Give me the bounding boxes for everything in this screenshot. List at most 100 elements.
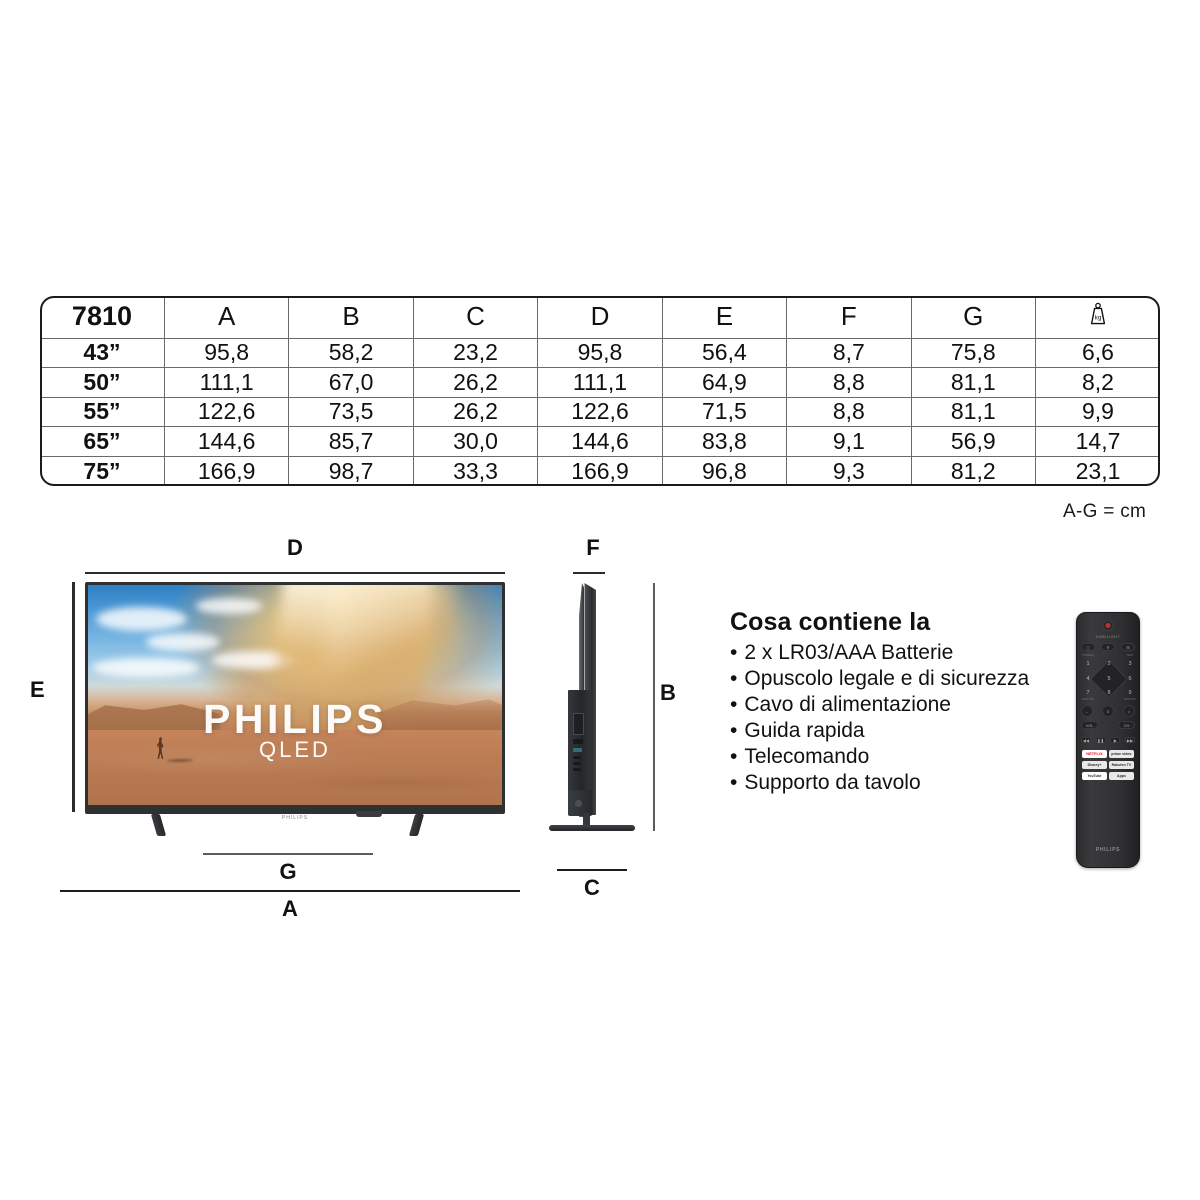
pause-icon[interactable]: ❚❚ <box>1095 737 1106 743</box>
tv-side-view: F B C <box>535 535 700 910</box>
cell-e: 71,5 <box>661 396 788 428</box>
cell-d: 144,6 <box>537 426 663 457</box>
cell-c: 33,3 <box>412 455 539 486</box>
ambilight-label[interactable]: AMBILIGHT <box>1095 635 1121 639</box>
table-col-b: B <box>288 296 414 339</box>
ci-slot-port <box>573 713 584 735</box>
cell-b: 58,2 <box>288 337 414 369</box>
dimension-label-e: E <box>30 677 45 702</box>
table-row: 75” 166,9 98,7 33,3 166,9 96,8 9,3 81,2 … <box>40 455 1160 486</box>
antenna-port <box>573 762 581 765</box>
rewind-icon[interactable]: ◀◀ <box>1081 737 1091 743</box>
cell-c: 26,2 <box>412 396 539 428</box>
cloud-shape <box>96 607 188 632</box>
table-col-e: E <box>661 296 788 339</box>
dimension-line-e <box>72 582 75 812</box>
table-row: 65” 144,6 85,7 30,0 144,6 83,8 9,1 56,9 … <box>40 426 1160 457</box>
remote-transport-row: ◀◀ ❚❚ ▶ ▶▶ <box>1081 737 1135 743</box>
row-size: 55” <box>40 396 165 428</box>
cell-weight: 6,6 <box>1035 337 1160 369</box>
cell-b: 73,5 <box>288 396 414 428</box>
fast-forward-icon[interactable]: ▶▶ <box>1124 737 1135 743</box>
tv-front-body: PHILIPS QLED PHILIPS <box>85 582 505 821</box>
rakuten-tv-button[interactable]: Rakuten TV <box>1109 761 1134 769</box>
cell-d: 166,9 <box>537 455 663 486</box>
power-button[interactable] <box>1102 620 1114 631</box>
cell-a: 95,8 <box>163 337 290 369</box>
weight-kg-icon: kg <box>1088 302 1108 333</box>
dimension-label-b: B <box>660 680 676 705</box>
dimension-line-f <box>573 572 605 574</box>
key-2[interactable]: 2 <box>1107 661 1111 667</box>
play-icon[interactable]: ▶ <box>1110 737 1121 743</box>
row-size: 65” <box>40 426 165 457</box>
source-icon[interactable]: ▢ <box>1081 643 1095 651</box>
youtube-button[interactable]: YouTube <box>1082 772 1107 780</box>
screen-brand-qled: QLED <box>259 736 331 762</box>
disney-plus-button[interactable]: Disney+ <box>1082 761 1107 769</box>
spec-table: 7810 A B C D E F G kg <box>40 296 1160 486</box>
cell-c: 23,2 <box>412 337 539 369</box>
unit-note: A-G = cm <box>1063 501 1147 522</box>
remote-app-row-1: NETFLIX prime video <box>1082 750 1134 758</box>
guide-icon[interactable]: ☰ <box>1121 643 1135 651</box>
key-9-sublabel: OPTIONS <box>1124 698 1136 701</box>
table-header-row: 7810 A B C D E F G kg <box>40 296 1160 339</box>
prime-video-button[interactable]: prime video <box>1109 750 1134 758</box>
cell-g: 75,8 <box>910 337 1037 369</box>
row-size: 50” <box>40 367 165 398</box>
channel-rocker[interactable]: CH <box>1118 721 1135 729</box>
table-col-weight: kg <box>1035 296 1160 339</box>
tv-front-view: D E PHILIPS QLED PHILIPS G A <box>30 535 530 921</box>
key-1[interactable]: 1 <box>1086 661 1090 667</box>
key-1-sublabel: TV/RADIO <box>1081 654 1095 657</box>
dimension-label-c: C <box>584 875 600 900</box>
key-8[interactable]: 8 <box>1107 690 1111 696</box>
key-4[interactable]: 4 <box>1086 676 1090 682</box>
home-icon[interactable]: ⌂ <box>1123 705 1135 717</box>
cell-f: 9,1 <box>786 426 912 457</box>
table-row: 43” 95,8 58,2 23,2 95,8 56,4 8,7 75,8 6,… <box>40 337 1160 369</box>
list-item: Guida rapida <box>730 718 1070 744</box>
search-icon[interactable]: ⚲ <box>1101 643 1115 651</box>
dust-plume-secondary <box>328 585 453 695</box>
tv-screen: PHILIPS QLED <box>88 585 502 805</box>
cell-a: 144,6 <box>163 426 290 457</box>
back-icon[interactable]: ← <box>1081 705 1093 717</box>
av-port <box>573 756 581 759</box>
key-9[interactable]: 9 <box>1128 690 1132 696</box>
key-5[interactable]: 5 <box>1107 676 1111 682</box>
cell-b: 85,7 <box>288 426 414 457</box>
apps-button[interactable]: Apps <box>1109 772 1134 780</box>
table-col-a: A <box>163 296 290 339</box>
tv-bottom-bump <box>356 811 382 817</box>
cell-g: 81,1 <box>910 367 1037 398</box>
key-7[interactable]: 7 <box>1086 690 1090 696</box>
key-3[interactable]: 3 <box>1128 661 1132 667</box>
desert-ground <box>88 730 502 805</box>
cell-f: 8,8 <box>786 396 912 428</box>
list-item: 2 x LR03/AAA Batterie <box>730 640 1070 666</box>
tv-side-connector-housing <box>568 690 590 800</box>
volume-rocker[interactable]: VOL <box>1081 721 1098 729</box>
key-0[interactable]: 0 <box>1102 705 1114 717</box>
table-model-cell: 7810 <box>40 296 165 339</box>
remote-rocker-row: VOL CH <box>1081 721 1135 729</box>
remote-app-row-2: Disney+ Rakuten TV <box>1082 761 1134 769</box>
cell-g: 56,9 <box>910 426 1037 457</box>
box-contents-title: Cosa contiene la <box>730 608 931 636</box>
tv-side-panel <box>584 583 596 815</box>
netflix-button[interactable]: NETFLIX <box>1082 750 1107 758</box>
screen-brand-philips: PHILIPS <box>203 696 387 743</box>
key-6[interactable]: 6 <box>1128 676 1132 682</box>
tv-stand-base <box>549 825 635 831</box>
cell-c: 30,0 <box>412 426 539 457</box>
cell-weight: 8,2 <box>1035 367 1160 398</box>
cell-weight: 9,9 <box>1035 396 1160 428</box>
cell-d: 95,8 <box>537 337 663 369</box>
cell-a: 111,1 <box>163 367 290 398</box>
cell-b: 98,7 <box>288 455 414 486</box>
dimension-label-d: D <box>287 535 303 560</box>
dimension-line-c <box>557 869 627 871</box>
table-row: 55” 122,6 73,5 26,2 122,6 71,5 8,8 81,1 … <box>40 396 1160 428</box>
